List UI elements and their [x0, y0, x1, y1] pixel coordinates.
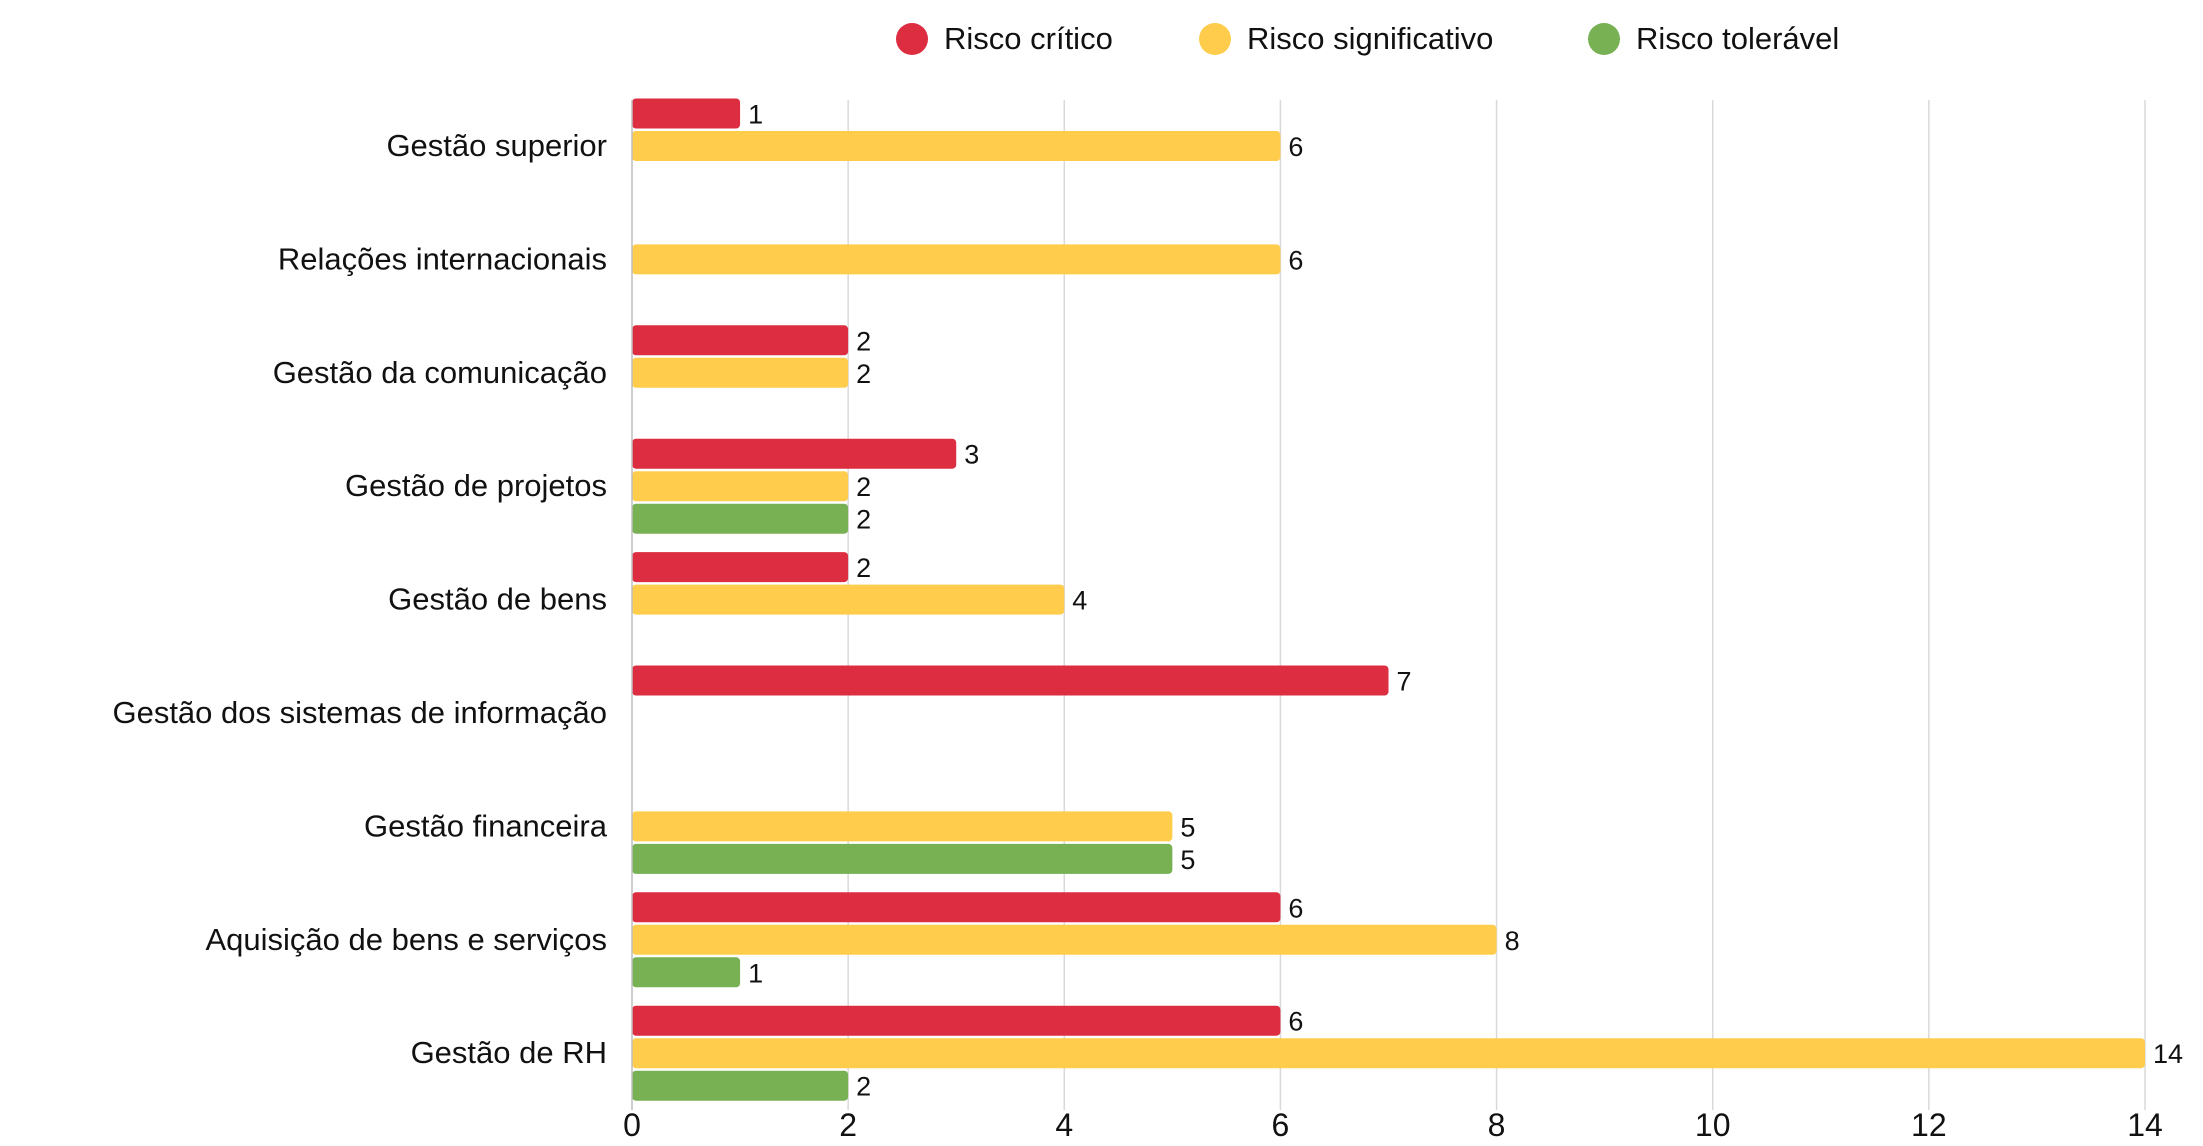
legend-swatch [896, 23, 928, 55]
legend-label: Risco crítico [944, 21, 1113, 56]
data-label: 2 [856, 326, 871, 356]
data-label: 6 [1288, 1007, 1303, 1037]
legend-label: Risco significativo [1247, 21, 1493, 56]
data-label: 7 [1397, 667, 1412, 697]
bar [632, 438, 957, 469]
data-label: 1 [748, 100, 763, 130]
bar [632, 325, 849, 356]
category-label: Relações internacionais [278, 241, 607, 276]
data-label: 8 [1505, 926, 1520, 956]
bar [632, 552, 849, 583]
bar [632, 1005, 1281, 1036]
data-label: 2 [856, 472, 871, 502]
x-tick-label: 0 [623, 1107, 641, 1141]
legend-item: Risco crítico [896, 21, 1113, 56]
bars-layer [632, 98, 2145, 1101]
x-tick-label: 12 [1911, 1107, 1947, 1141]
x-tick-label: 8 [1488, 1107, 1506, 1141]
category-label: Gestão superior [386, 128, 607, 163]
category-label: Gestão de bens [388, 582, 607, 617]
category-label: Gestão dos sistemas de informação [112, 695, 607, 730]
x-tick-label: 10 [1695, 1107, 1731, 1141]
bar [632, 584, 1065, 615]
data-label: 14 [2153, 1039, 2183, 1069]
x-tick-label: 4 [1055, 1107, 1073, 1141]
legend-item: Risco significativo [1199, 21, 1493, 56]
data-label: 2 [856, 505, 871, 535]
category-label: Gestão financeira [364, 808, 608, 843]
legend-swatch [1199, 23, 1231, 55]
data-label: 1 [748, 958, 763, 988]
bar [632, 665, 1389, 696]
bar [632, 1070, 849, 1101]
data-label: 5 [1180, 812, 1195, 842]
bar [632, 98, 741, 129]
x-tick-label: 14 [2127, 1107, 2163, 1141]
category-label: Gestão da comunicação [273, 355, 607, 390]
bar [632, 892, 1281, 923]
bar [632, 924, 1497, 955]
legend-item: Risco tolerável [1588, 21, 1839, 56]
legend: Risco crítico Risco significativo Risco to… [896, 21, 1839, 56]
x-tick-label: 2 [839, 1107, 857, 1141]
data-label: 6 [1288, 893, 1303, 923]
bar [632, 1038, 2145, 1069]
category-label: Aquisição de bens e serviços [205, 922, 607, 957]
data-label: 5 [1180, 845, 1195, 875]
category-label: Gestão de projetos [345, 468, 607, 503]
data-label: 6 [1288, 245, 1303, 275]
bar [632, 843, 1173, 874]
bar [632, 357, 849, 388]
bar [632, 957, 741, 988]
bar [632, 244, 1281, 275]
bar [632, 811, 1173, 842]
data-label: 4 [1072, 586, 1087, 616]
data-label: 6 [1288, 132, 1303, 162]
data-label: 2 [856, 359, 871, 389]
data-label: 2 [856, 1072, 871, 1102]
bar [632, 131, 1281, 161]
legend-label: Risco tolerável [1636, 21, 1839, 56]
legend-swatch [1588, 23, 1620, 55]
category-label: Gestão de RH [411, 1035, 607, 1070]
data-label: 3 [964, 440, 979, 470]
data-label: 2 [856, 553, 871, 583]
x-tick-label: 6 [1272, 1107, 1290, 1141]
bar [632, 503, 849, 534]
bar [632, 471, 849, 502]
